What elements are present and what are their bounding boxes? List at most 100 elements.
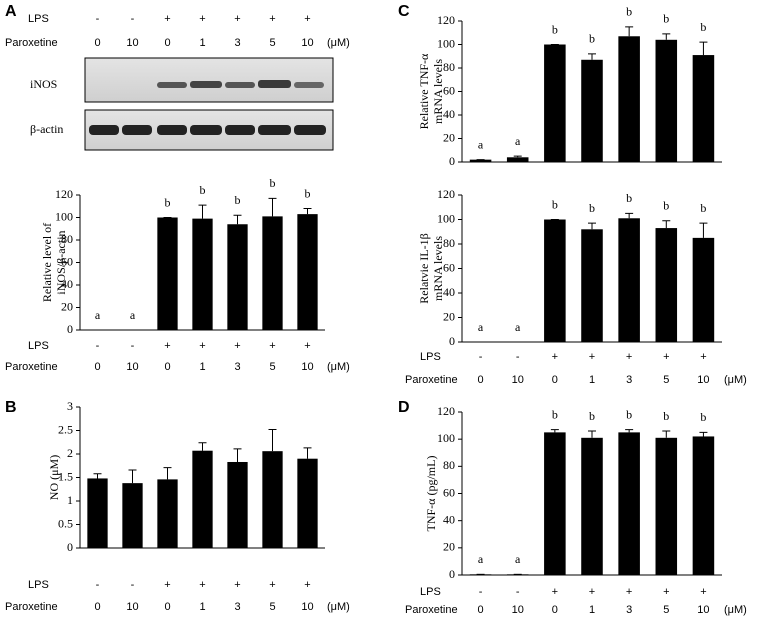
treatment-label: 3 [626,374,632,386]
y-axis-label: iNOS/β-actin [54,230,68,294]
treatment-label: 0 [552,374,558,386]
treatment-label: + [269,13,275,25]
annotation: a [478,552,484,566]
unit-label: (μM) [327,37,350,49]
panel-label: C [398,3,410,20]
treatment-label: + [663,586,669,598]
y-axis-label: NO (μM) [47,455,61,500]
bar [297,458,318,548]
treatment-name: LPS [420,586,441,598]
bar [655,437,678,575]
error-bar [699,222,708,238]
treatment-label: 10 [126,37,138,49]
bands [157,80,324,88]
treatment-label: 10 [301,361,313,373]
annotation: b [663,12,669,26]
bar [655,39,678,162]
treatment-label: - [96,579,100,591]
treatment-label: + [269,579,275,591]
blot-box [84,57,334,103]
y-tick-label: 120 [55,187,73,201]
treatment-name: LPS [28,13,49,25]
y-tick-label: 40 [443,512,455,526]
y-tick-label: 40 [443,107,455,121]
error-bar [550,429,559,433]
treatment-label: - [131,340,135,352]
bar [157,479,178,548]
annotation: b [700,410,706,424]
bar [581,229,603,342]
y-tick-label: 80 [443,236,455,250]
annotation: a [515,134,521,148]
bar [692,237,715,342]
error-bar [625,429,634,433]
treatment-label: - [131,579,135,591]
bar [262,216,283,330]
error-bar [699,41,708,56]
treatment-label: + [164,13,170,25]
error-bar [128,469,137,484]
bar [297,214,318,330]
annotation: b [700,201,706,215]
error-bar [198,204,207,219]
bar [544,219,566,342]
treatment-label: 0 [94,361,100,373]
treatment-label: + [552,351,558,363]
treatment-label: 0 [94,37,100,49]
axis [461,21,722,163]
error-bar [268,429,277,452]
bar [87,478,108,548]
panel-label: D [398,399,410,416]
annotation: b [626,407,632,421]
unit-label: (μM) [724,374,747,386]
annotation: a [515,320,521,334]
bar [544,44,566,162]
treatment-label: 0 [164,601,170,613]
annotation: a [478,320,484,334]
treatment-label: + [552,586,558,598]
y-tick-label: 120 [437,404,455,418]
annotation: b [552,22,558,36]
annotation: a [95,308,101,322]
treatment-name: Paroxetine [5,601,58,613]
treatment-label: + [234,13,240,25]
axis [79,407,325,549]
treatment-name: LPS [28,340,49,352]
y-tick-label: 1 [67,493,73,507]
treatment-name: Paroxetine [5,361,58,373]
treatment-name: LPS [420,351,441,363]
treatment-label: 0 [94,601,100,613]
annotation: b [626,191,632,205]
bar [227,461,248,548]
error-bar [662,33,671,40]
y-tick-label: 2.5 [58,422,73,436]
y-tick-label: 0.5 [58,516,73,530]
error-bar [268,197,277,217]
bar [469,159,492,162]
treatment-label: 5 [663,374,669,386]
error-bar [588,430,596,438]
y-tick-label: 80 [443,458,455,472]
annotation: b [235,193,241,207]
unit-label: (μM) [327,361,350,373]
bands [89,125,326,135]
treatment-label: + [199,340,205,352]
treatment-label: 10 [126,601,138,613]
treatment-label: 0 [552,604,558,616]
annotation: b [270,176,276,190]
treatment-label: + [700,351,706,363]
treatment-label: 1 [199,361,205,373]
bar [544,432,566,575]
error-bar [198,442,207,451]
y-tick-label: 20 [443,540,455,554]
y-axis-label: Relatvie IL-1β [417,233,431,303]
treatment-label: + [234,340,240,352]
bar [655,228,678,342]
bar [192,218,213,330]
treatment-label: + [626,586,632,598]
error-bar [93,473,102,479]
error-bar [699,431,708,437]
bar [122,483,143,548]
y-tick-label: 40 [443,285,455,299]
